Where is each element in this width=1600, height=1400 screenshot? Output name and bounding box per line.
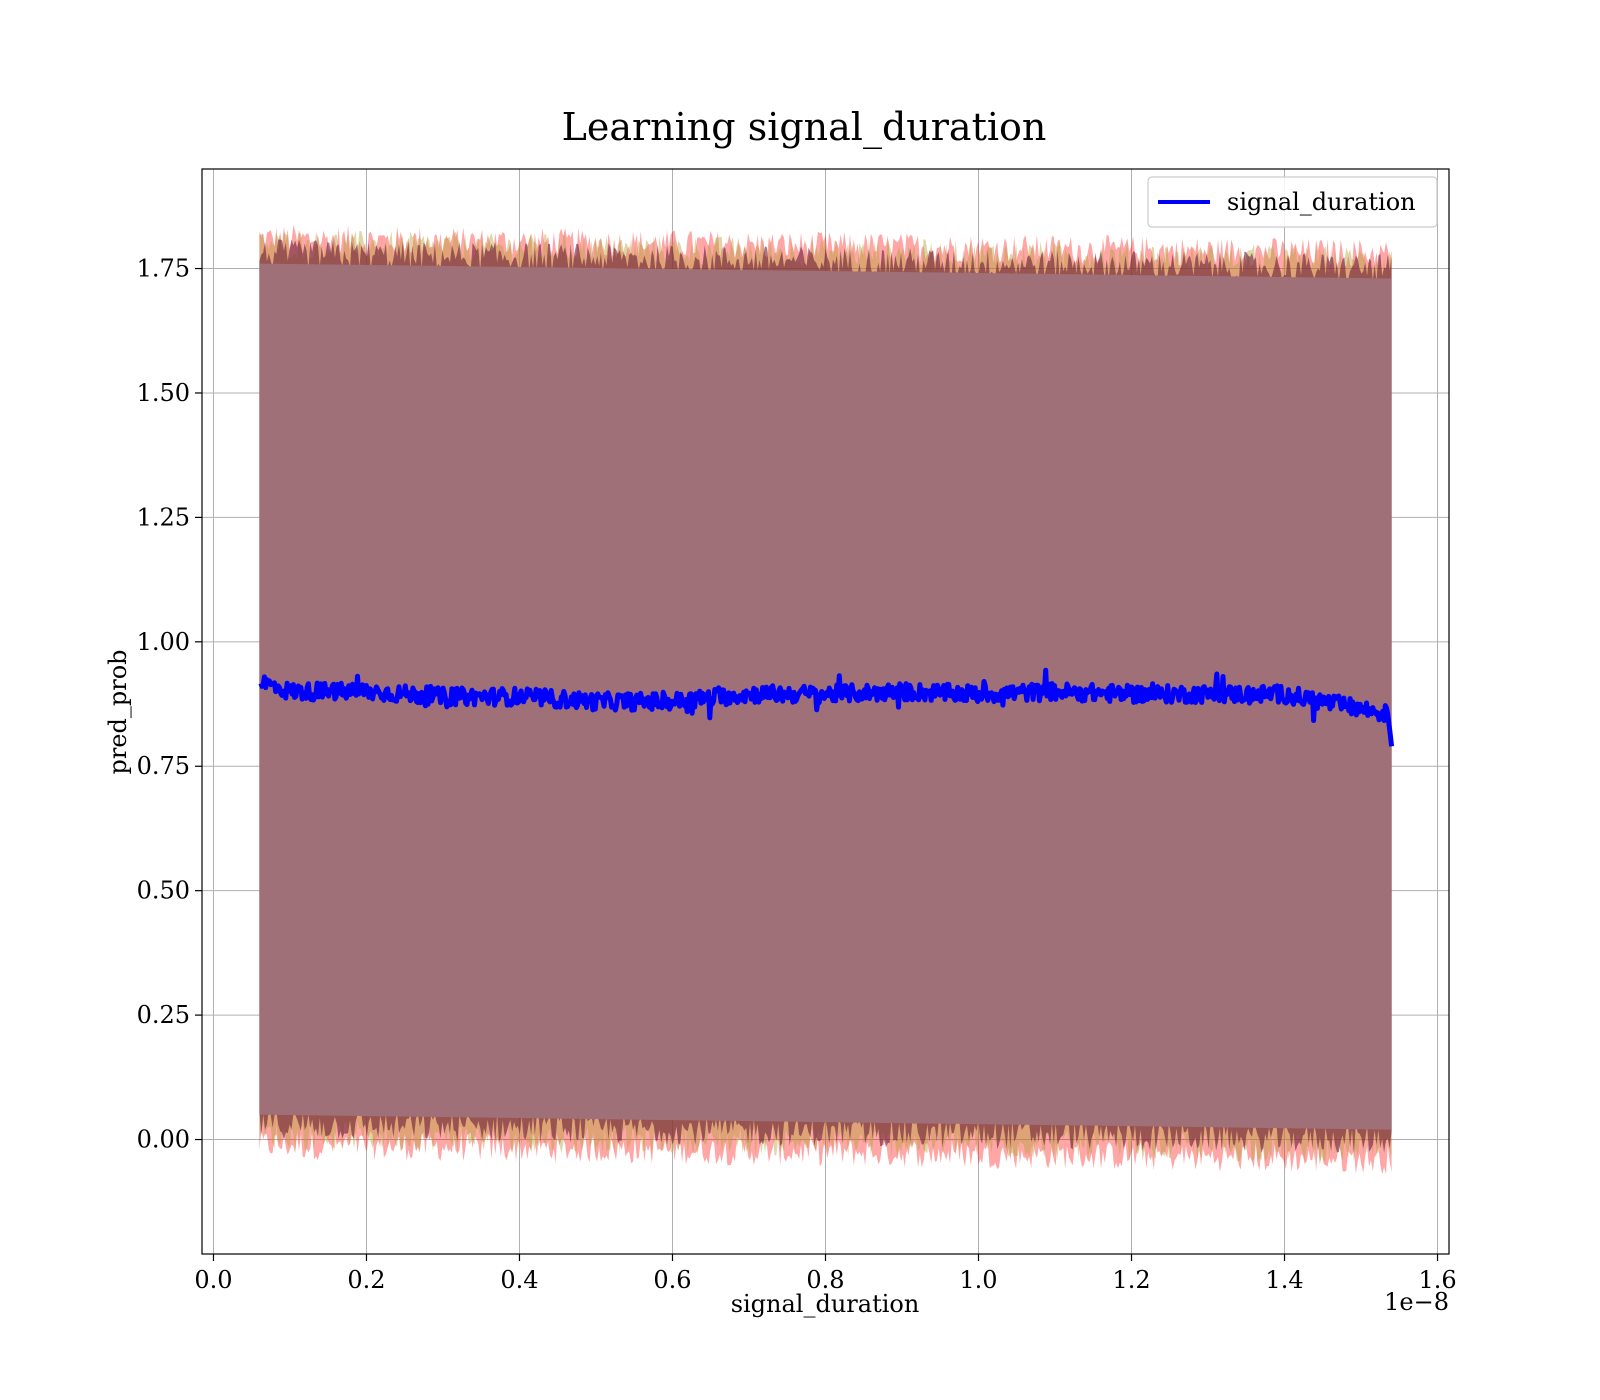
x-tick-label: 0.4 (500, 1266, 538, 1294)
x-tick-label: 1.0 (959, 1266, 997, 1294)
legend-label: signal_duration (1227, 188, 1416, 216)
x-tick-label: 0.2 (347, 1266, 385, 1294)
x-tick-label: 1.6 (1418, 1266, 1456, 1294)
y-axis-ticks: 0.00 0.25 0.50 0.75 1.00 1.25 1.50 1.75 (137, 255, 202, 1154)
legend-box (1147, 176, 1438, 228)
x-tick-label: 1.4 (1265, 1266, 1303, 1294)
y-tick-label: 1.75 (137, 255, 190, 283)
y-tick-label: 0.75 (137, 752, 190, 780)
y-tick-label: 0.25 (137, 1001, 190, 1029)
x-tick-label: 1.2 (1112, 1266, 1150, 1294)
y-tick-label: 0.00 (137, 1126, 190, 1154)
x-tick-label: 0.0 (194, 1266, 232, 1294)
y-tick-label: 1.00 (137, 628, 190, 656)
y-tick-label: 1.25 (137, 503, 190, 531)
x-tick-label: 0.8 (806, 1266, 844, 1294)
y-tick-label: 0.50 (137, 877, 190, 905)
x-tick-label: 0.6 (653, 1266, 691, 1294)
y-axis-label: pred_prob (104, 649, 132, 774)
x-axis-offset-label: 1e−8 (1384, 1288, 1449, 1316)
legend: signal_duration (1147, 176, 1438, 228)
band-layer (259, 225, 1392, 1175)
line-layer (258, 667, 1395, 747)
chart-title: Learning signal_duration (562, 105, 1047, 150)
series-line (258, 667, 1395, 747)
x-axis-label: signal_duration (731, 1290, 920, 1318)
x-axis-ticks: 0.0 0.2 0.4 0.6 0.8 1.0 1.2 1.4 1.6 (194, 1254, 1457, 1294)
y-tick-label: 1.50 (137, 379, 190, 407)
